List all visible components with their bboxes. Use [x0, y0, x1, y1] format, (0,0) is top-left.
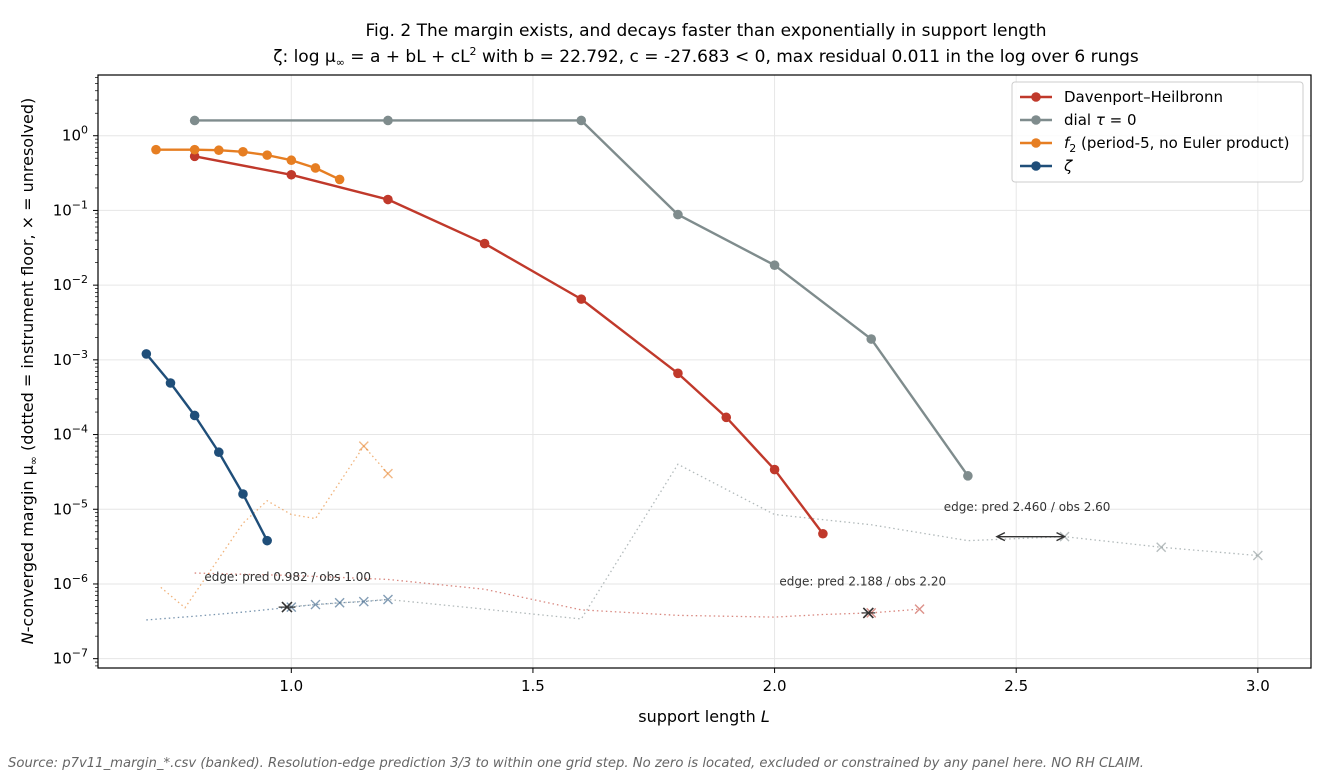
data-point	[189, 410, 200, 421]
data-point	[673, 209, 683, 220]
y-axis-label: N-converged margin μ∞ (dotted = instrume…	[18, 98, 40, 644]
data-point	[383, 194, 393, 205]
series-lines	[141, 115, 973, 546]
y-axis-ticks: 100 10−1 10−2 10−3 10−4 10−5 10−6 10−7	[53, 77, 98, 668]
x-tick-label: 1.5	[521, 677, 545, 695]
legend-swatch-marker	[1031, 138, 1041, 148]
data-point	[310, 163, 321, 173]
legend-swatch-marker	[1031, 92, 1041, 102]
data-point	[141, 349, 152, 359]
unresolved-marker	[382, 468, 393, 479]
unresolved-marker	[1252, 550, 1263, 561]
series-line	[145, 353, 269, 542]
edge-annotation-label: edge: pred 2.460 / obs 2.60	[944, 500, 1111, 514]
legend-label: ζ	[1063, 157, 1073, 175]
data-point	[721, 412, 732, 423]
data-point	[214, 145, 224, 156]
data-point	[576, 115, 587, 126]
floor-lines	[146, 445, 1258, 621]
unresolved-marker	[914, 604, 925, 615]
chart-subtitle: ζ: log μ∞ = a + bL + cL2 with b = 22.792…	[273, 45, 1139, 69]
unresolved-marker	[358, 596, 369, 607]
data-point	[769, 260, 780, 270]
edge-annotations: edge: pred 0.982 / obs 1.00 edge: pred 2.…	[204, 500, 1111, 619]
data-point	[151, 144, 161, 155]
legend-label: dial τ = 0	[1064, 111, 1137, 129]
edge-arrowhead	[1056, 532, 1067, 542]
y-tick-label: 10−6	[53, 572, 88, 593]
unresolved-marker	[334, 597, 345, 608]
data-point	[479, 238, 490, 249]
edge-annotation: edge: pred 0.982 / obs 1.00	[204, 570, 371, 613]
floor-line	[160, 445, 389, 609]
grid	[98, 75, 1311, 668]
source-note: Source: p7v11_margin_*.csv (banked). Res…	[8, 756, 1144, 771]
data-point	[383, 115, 393, 126]
data-point	[189, 151, 200, 162]
series-line	[155, 148, 341, 181]
legend-item: Davenport–Heilbronn	[1020, 88, 1223, 106]
series-line	[194, 155, 824, 535]
unresolved-marker	[310, 599, 321, 610]
edge-annotation-label: edge: pred 2.188 / obs 2.20	[779, 575, 946, 589]
data-point	[189, 144, 200, 155]
y-tick-label: 10−5	[53, 497, 88, 518]
unresolved-marker	[358, 441, 369, 452]
data-point	[286, 169, 297, 180]
legend-item: f2 (period-5, no Euler product)	[1020, 134, 1290, 155]
legend-item: ζ	[1020, 157, 1073, 175]
x-axis-label: support length L	[638, 707, 770, 726]
data-point	[238, 146, 248, 157]
data-point	[262, 150, 272, 160]
data-point	[262, 535, 272, 546]
y-tick-label: 10−1	[53, 198, 88, 219]
y-tick-label: 10−7	[53, 647, 88, 668]
y-tick-label: 10−4	[53, 423, 88, 444]
edge-annotation-label: edge: pred 0.982 / obs 1.00	[204, 570, 371, 584]
unresolved-marker	[1156, 542, 1167, 553]
x-axis-ticks: 1.0 1.5 2.0 2.5 3.0	[279, 668, 1270, 695]
legend-swatch-marker	[1031, 115, 1041, 125]
data-point	[769, 464, 780, 475]
y-tick-label: 10−2	[53, 273, 88, 294]
series	[141, 349, 272, 546]
edge-annotation: edge: pred 2.188 / obs 2.20	[779, 575, 946, 619]
legend-item: dial τ = 0	[1020, 111, 1137, 129]
edge-arrowhead	[995, 532, 1006, 542]
chart-title: Fig. 2 The margin exists, and decays fas…	[365, 21, 1046, 41]
data-point	[189, 115, 200, 126]
series	[189, 151, 828, 539]
edge-annotation: edge: pred 2.460 / obs 2.60	[944, 500, 1111, 542]
legend: Davenport–Heilbronn dial τ = 0 f2 (period-…	[1011, 81, 1304, 183]
data-point	[165, 378, 176, 388]
series	[189, 115, 973, 481]
legend-box	[1011, 81, 1304, 183]
y-tick-label: 100	[62, 124, 88, 145]
floor-line	[194, 572, 920, 618]
data-point	[286, 155, 297, 166]
x-tick-label: 1.0	[279, 677, 303, 695]
series	[151, 144, 345, 185]
unresolved-marker	[382, 594, 393, 605]
data-point	[963, 471, 973, 481]
data-point	[214, 447, 224, 458]
data-point	[673, 368, 683, 379]
legend-label: f2 (period-5, no Euler product)	[1064, 134, 1290, 155]
data-point	[866, 334, 877, 344]
data-point	[334, 174, 345, 185]
data-point	[818, 528, 828, 539]
data-point	[238, 489, 248, 499]
y-tick-label: 10−3	[53, 348, 88, 369]
data-point	[576, 294, 587, 304]
legend-swatch-marker	[1031, 161, 1041, 171]
x-tick-label: 2.5	[1004, 677, 1028, 695]
legend-label: Davenport–Heilbronn	[1064, 88, 1223, 106]
x-tick-label: 3.0	[1246, 677, 1270, 695]
x-tick-label: 2.0	[763, 677, 787, 695]
floor-line	[146, 598, 389, 621]
